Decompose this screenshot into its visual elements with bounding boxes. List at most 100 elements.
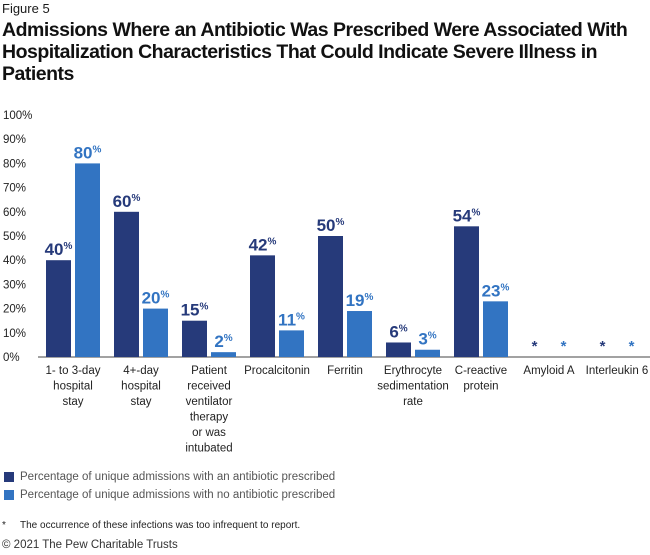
bar-value-label: 20% [142, 289, 170, 308]
bar-value-label: 54% [453, 206, 481, 225]
x-category-label-line: stay [130, 396, 151, 408]
footnote-marker: * [2, 520, 6, 531]
bar-no-antibiotic [483, 301, 508, 357]
bar-value-label: 80% [74, 143, 102, 162]
bar-value-label: 15% [181, 301, 209, 320]
x-category-label-line: or was [192, 427, 226, 439]
percent-suffix: % [200, 302, 209, 313]
bar-value-label: 3% [418, 330, 436, 349]
y-tick-label: 100% [3, 110, 32, 122]
x-category-label-line: therapy [190, 412, 229, 424]
bar-antibiotic [182, 320, 207, 357]
y-axis-ticks: 0% 10% 20% 30% 40% 50% 60% 70% 80% 90% 100% [3, 110, 32, 364]
y-tick-label: 40% [3, 255, 26, 267]
bar-no-antibiotic [347, 311, 372, 357]
y-tick-label: 0% [3, 352, 20, 364]
percent-suffix: % [224, 333, 233, 344]
percent-suffix: % [64, 241, 73, 252]
bar-value-label: 40% [45, 240, 73, 259]
bar-antibiotic [454, 226, 479, 357]
bar-value-label: 19% [346, 291, 374, 310]
suppressed-marker: * [532, 338, 538, 355]
x-category-label-line: 1- to 3-day [46, 365, 101, 377]
x-category-label-line: ventilator [186, 396, 233, 408]
y-tick-label: 60% [3, 207, 26, 219]
x-category-label: Erythrocyte sedimentation rate [377, 365, 449, 408]
x-category-label-line: sedimentation [377, 381, 449, 393]
suppressed-marker: * [629, 338, 635, 355]
bar-value-label: 50% [317, 216, 345, 235]
x-category-label: Interleukin 6 [586, 365, 649, 377]
bar-value-label: 6% [389, 322, 407, 341]
x-category-label: 4+-day hospital stay [121, 365, 161, 408]
copyright: © 2021 The Pew Charitable Trusts [2, 539, 178, 551]
bar-value-label: 60% [113, 192, 141, 211]
x-category-label: Procalcitonin [244, 365, 310, 377]
bar-value-label: 11% [278, 310, 305, 329]
legend-item-no-antibiotic: Percentage of unique admissions with no … [4, 486, 335, 504]
x-category-label-line: protein [463, 381, 498, 393]
x-category-label: 1- to 3-day hospital stay [46, 365, 101, 408]
legend-swatch-no-antibiotic [4, 490, 14, 500]
x-category-label-line: Procalcitonin [244, 365, 310, 377]
bar-value-label: 23% [482, 281, 510, 300]
bar-no-antibiotic [75, 163, 100, 357]
x-category-label-line: 4+-day [123, 365, 159, 377]
x-category-label-line: hospital [53, 381, 93, 393]
percent-suffix: % [428, 331, 437, 342]
y-tick-label: 50% [3, 231, 26, 243]
percent-suffix: % [501, 282, 510, 293]
x-category-label: Ferritin [327, 365, 363, 377]
percent-suffix: % [399, 323, 408, 334]
x-category-label-line: Patient [191, 365, 228, 377]
chart-title: Admissions Where an Antibiotic Was Presc… [2, 19, 628, 85]
footnote-text: The occurrence of these infections was t… [20, 520, 301, 531]
x-category-label-line: hospital [121, 381, 161, 393]
x-category-label-line: stay [62, 396, 83, 408]
percent-suffix: % [93, 144, 102, 155]
y-tick-label: 90% [3, 134, 26, 146]
y-tick-label: 80% [3, 158, 26, 170]
percent-suffix: % [296, 311, 305, 322]
x-category-label-line: received [187, 381, 230, 393]
x-category-label-line: Ferritin [327, 365, 363, 377]
percent-suffix: % [268, 236, 277, 247]
bar-antibiotic [386, 342, 411, 357]
x-category-label-line: C-reactive [455, 365, 507, 377]
x-axis-labels: 1- to 3-day hospital stay 4+-day hospital sta… [46, 365, 649, 455]
percent-suffix: % [161, 290, 170, 301]
x-category-label-line: rate [403, 396, 423, 408]
bar-antibiotic [114, 211, 139, 357]
bar-value-label: 2% [214, 332, 232, 351]
bar-no-antibiotic [415, 349, 440, 357]
legend-label-no-antibiotic: Percentage of unique admissions with no … [20, 489, 336, 501]
x-category-label-line: Erythrocyte [384, 365, 442, 377]
bar-antibiotic [46, 260, 71, 357]
percent-suffix: % [336, 217, 345, 228]
y-tick-label: 10% [3, 328, 26, 340]
bar-no-antibiotic [143, 308, 168, 357]
legend-swatch-antibiotic [4, 472, 14, 482]
x-category-label: Patient received ventilator therapy or was in… [185, 365, 232, 455]
bar-chart: 0% 10% 20% 30% 40% 50% 60% 70% 80% 90% 100% 40% 80%… [3, 110, 650, 455]
y-tick-label: 70% [3, 183, 26, 195]
x-category-label-line: Amyloid A [523, 365, 574, 377]
y-tick-label: 20% [3, 304, 26, 316]
percent-suffix: % [132, 193, 141, 204]
legend: Percentage of unique admissions with an … [4, 468, 335, 504]
figure-label: Figure 5 [2, 1, 50, 16]
percent-suffix: % [365, 292, 374, 303]
bars [46, 163, 508, 357]
x-category-label-line: intubated [185, 443, 232, 455]
bar-value-label: 42% [249, 235, 277, 254]
bar-no-antibiotic [279, 330, 304, 357]
suppressed-marker: * [600, 338, 606, 355]
y-tick-label: 30% [3, 279, 26, 291]
bar-no-antibiotic [211, 352, 236, 357]
suppressed-marker: * [561, 338, 567, 355]
footnote: * The occurrence of these infections was … [2, 520, 300, 531]
percent-suffix: % [472, 207, 481, 218]
x-category-label: C-reactive protein [455, 365, 507, 393]
x-category-label: Amyloid A [523, 365, 574, 377]
bar-antibiotic [250, 255, 275, 357]
